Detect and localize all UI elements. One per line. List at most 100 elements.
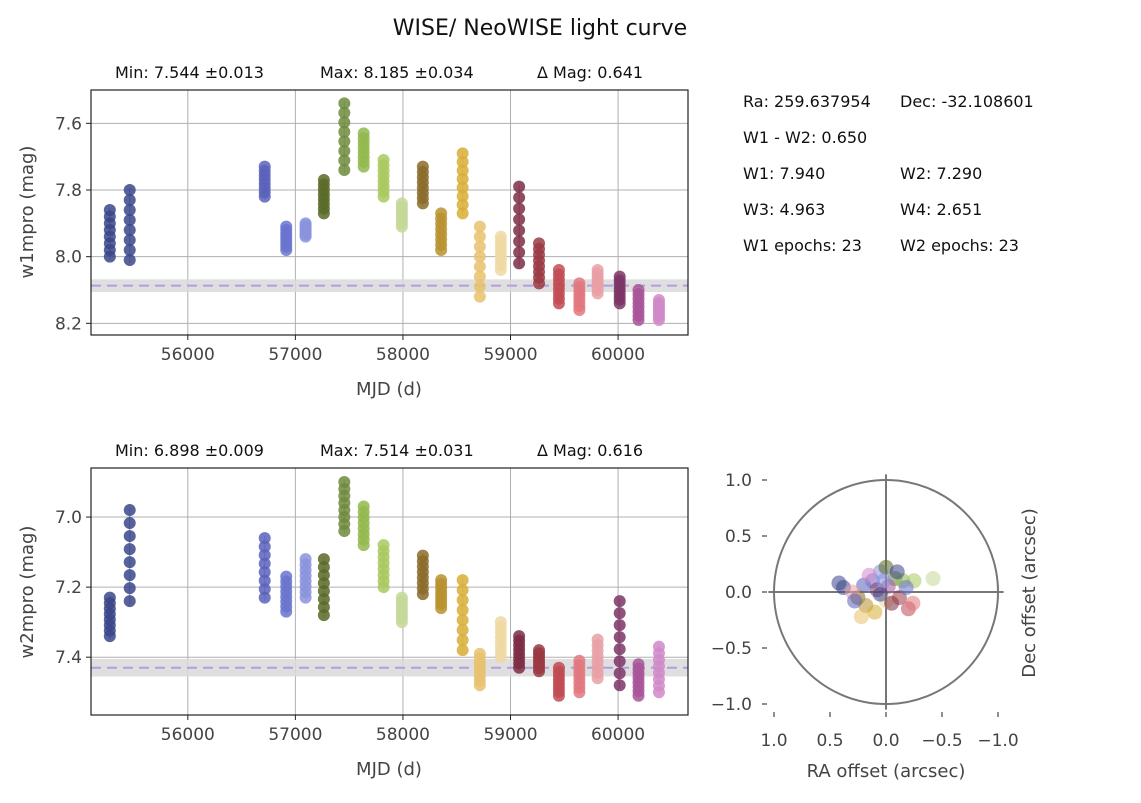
data-point	[456, 207, 469, 220]
w2-max-stat: Max: 7.514 ±0.031	[320, 441, 474, 460]
data-point	[456, 574, 469, 587]
w2-mag-value: W2: 7.290	[900, 164, 982, 183]
x-tick-label: 0.5	[816, 731, 843, 751]
data-point	[473, 290, 486, 303]
data-point	[533, 277, 546, 290]
w2-light-curve-panel: Min: 6.898 ±0.009 Max: 7.514 ±0.031 Δ Ma…	[17, 441, 689, 780]
data-point	[613, 655, 626, 668]
plot-frame	[90, 467, 689, 716]
w1-min-stat: Min: 7.544 ±0.013	[115, 63, 264, 82]
x-tick-label: −1.0	[977, 731, 1018, 751]
offset-point	[898, 580, 914, 596]
w2-min-stat: Min: 6.898 ±0.009	[115, 441, 264, 460]
data-point	[473, 230, 486, 243]
data-point	[456, 584, 469, 597]
data-point	[513, 180, 526, 193]
data-point	[377, 190, 390, 203]
data-point	[123, 194, 136, 206]
data-point	[258, 566, 271, 579]
data-point	[552, 297, 565, 310]
data-point	[456, 644, 469, 657]
figure-title: WISE/ NeoWISE light curve	[393, 16, 687, 41]
w1-x-axis-label: MJD (d)	[356, 379, 422, 400]
w4-mag-value: W4: 2.651	[900, 200, 982, 219]
data-point	[338, 125, 351, 138]
data-point	[456, 614, 469, 627]
data-point	[533, 665, 546, 678]
x-tick-label: 58000	[376, 345, 430, 365]
x-tick-label: 58000	[376, 725, 430, 745]
data-point	[456, 634, 469, 647]
data-point	[473, 220, 486, 233]
data-point	[338, 164, 351, 176]
data-point	[258, 532, 271, 545]
dec-value: Dec: -32.108601	[900, 92, 1034, 111]
data-point	[573, 304, 586, 316]
data-point	[123, 244, 136, 256]
data-point	[456, 624, 469, 637]
data-point	[513, 224, 526, 237]
data-point	[123, 517, 136, 530]
ra-value: Ra: 259.637954	[743, 92, 871, 111]
data-point	[456, 198, 469, 211]
w2-delta-stat: Δ Mag: 0.616	[537, 441, 643, 460]
y-tick-label: 7.0	[55, 508, 82, 528]
y-tick-label: 0.0	[725, 583, 752, 603]
data-point	[613, 631, 626, 644]
w1-y-axis-label: w1mpro (mag)	[17, 146, 38, 279]
data-point	[456, 164, 469, 177]
data-point	[123, 204, 136, 216]
data-point	[494, 651, 507, 664]
data-point	[395, 220, 408, 233]
data-point	[123, 504, 136, 517]
data-point	[513, 661, 526, 674]
data-point	[473, 270, 486, 283]
x-tick-label: 0.0	[872, 731, 899, 751]
x-tick-label: 1.0	[760, 731, 787, 751]
data-point	[613, 595, 626, 608]
x-tick-label: 60000	[591, 345, 645, 365]
x-tick-label: 56000	[161, 345, 215, 365]
x-tick-label: 56000	[161, 725, 215, 745]
y-tick-label: 7.4	[55, 648, 82, 668]
offset-point	[861, 567, 877, 583]
data-point	[258, 549, 271, 562]
data-point	[513, 191, 526, 204]
w1-mag-value: W1: 7.940	[743, 164, 825, 183]
data-point	[317, 609, 330, 622]
y-tick-label: 1.0	[725, 471, 752, 491]
data-point	[613, 607, 626, 620]
offset-point	[925, 571, 941, 587]
data-point	[456, 155, 469, 168]
data-point	[123, 569, 136, 582]
data-point	[494, 264, 507, 276]
w2-y-axis-label: w2mpro (mag)	[17, 526, 38, 659]
data-point	[123, 234, 136, 246]
data-point	[632, 314, 645, 326]
y-tick-label: 8.2	[55, 314, 82, 334]
data-point	[456, 173, 469, 186]
data-point	[123, 530, 136, 543]
data-point	[338, 154, 351, 167]
data-point	[473, 280, 486, 293]
data-point	[123, 184, 136, 196]
w1-epochs-value: W1 epochs: 23	[743, 236, 862, 255]
data-point	[280, 605, 293, 618]
data-point	[338, 97, 351, 110]
data-point	[123, 595, 136, 608]
w2-epochs-value: W2 epochs: 23	[900, 236, 1019, 255]
data-point	[103, 250, 116, 263]
x-tick-label: 59000	[483, 345, 537, 365]
data-point	[552, 689, 565, 702]
y-tick-label: 7.2	[55, 578, 82, 598]
offset-point	[867, 604, 883, 620]
y-tick-label: 7.8	[55, 181, 82, 201]
y-tick-label: −1.0	[711, 695, 752, 715]
data-point	[456, 594, 469, 607]
data-point	[473, 679, 486, 692]
data-point	[123, 224, 136, 236]
data-point	[613, 667, 626, 680]
data-point	[123, 582, 136, 595]
data-point	[652, 686, 665, 699]
data-point	[357, 160, 370, 173]
